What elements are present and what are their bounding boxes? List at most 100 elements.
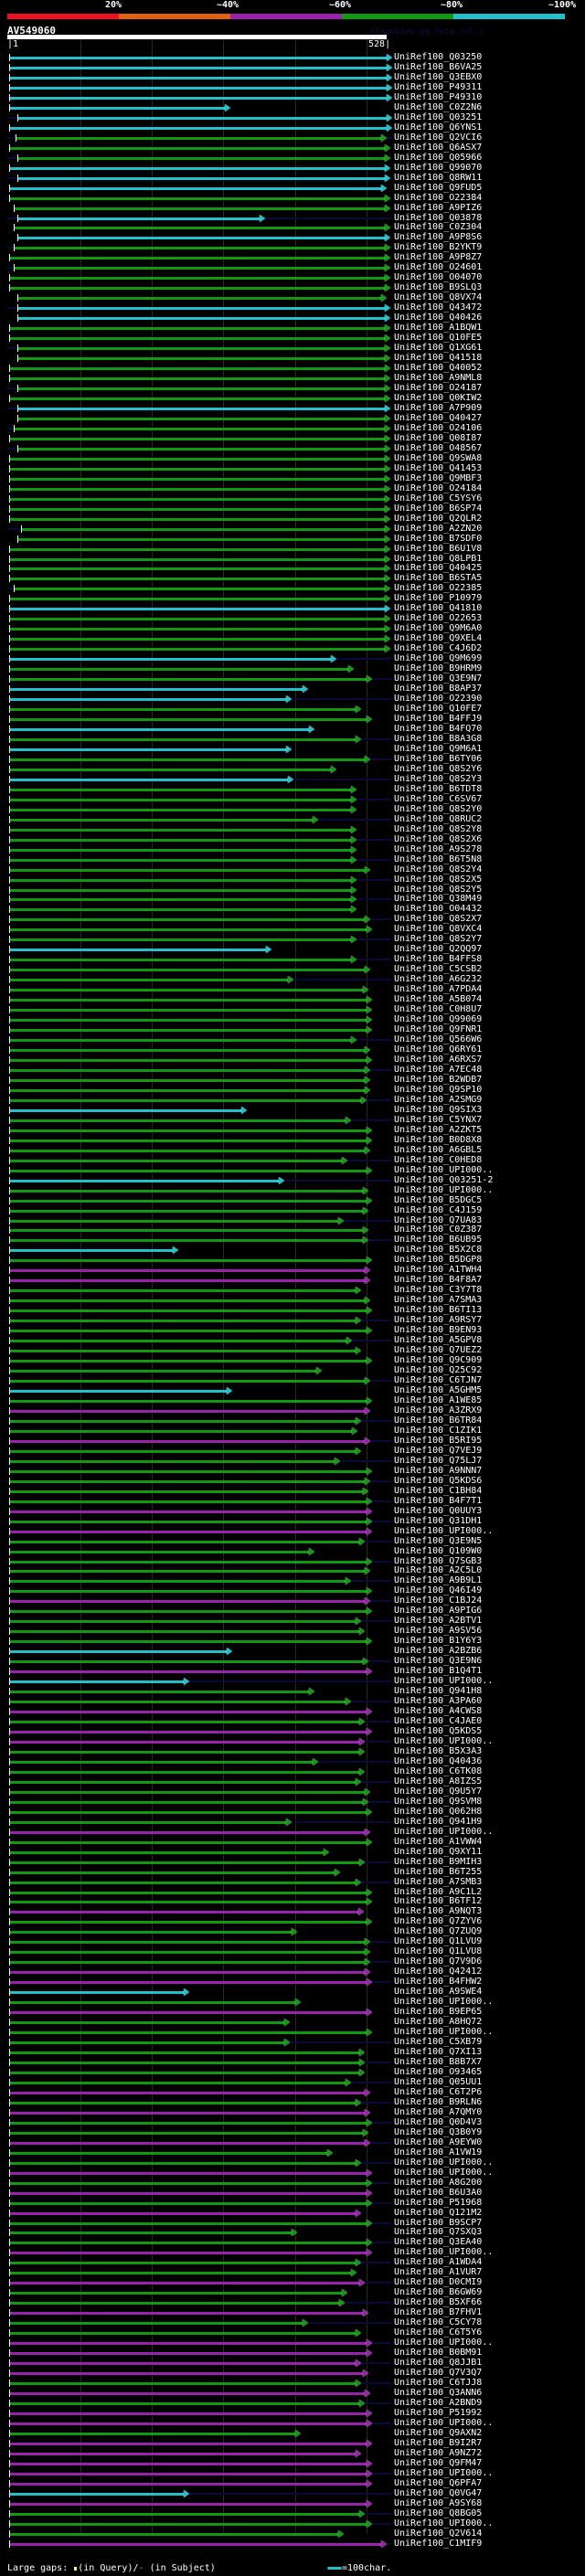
hit-label[interactable]: UniRef100_B6U3A0 <box>394 2188 483 2198</box>
alignment-bar[interactable] <box>10 87 387 90</box>
hit-row[interactable]: UniRef100_A8IZS5 <box>0 1776 585 1787</box>
hit-row[interactable]: UniRef100_B7SDF0 <box>0 534 585 545</box>
alignment-bar[interactable] <box>10 2543 381 2546</box>
alignment-bar[interactable] <box>10 839 351 842</box>
hit-row[interactable]: UniRef100_B9SLQ3 <box>0 282 585 293</box>
alignment-bar[interactable] <box>10 2192 367 2195</box>
hit-label[interactable]: UniRef100_C1ZIK1 <box>394 1426 483 1436</box>
hit-label[interactable]: UniRef100_B6T255 <box>394 1867 483 1877</box>
alignment-bar[interactable] <box>10 1470 367 1473</box>
alignment-bar[interactable] <box>15 227 385 229</box>
alignment-bar[interactable] <box>10 678 367 681</box>
hit-label[interactable]: UniRef100_Q7VEJ9 <box>394 1446 483 1456</box>
hit-row[interactable]: UniRef100_A3ZRX9 <box>0 1405 585 1416</box>
alignment-bar[interactable] <box>10 969 365 971</box>
hit-label[interactable]: UniRef100_B6TF12 <box>394 1896 483 1906</box>
hit-label[interactable]: UniRef100_A2ZKT5 <box>394 1125 483 1135</box>
hit-row[interactable]: UniRef100_B5X2C8 <box>0 1245 585 1256</box>
hit-label[interactable]: UniRef100_C1BH84 <box>394 1486 483 1496</box>
hit-label[interactable]: UniRef100_A9PIZ6 <box>394 203 483 213</box>
hit-label[interactable]: UniRef100_Q9FUD5 <box>394 183 483 193</box>
alignment-bar[interactable] <box>10 849 351 852</box>
hit-row[interactable]: UniRef100_C0Z2N6 <box>0 102 585 113</box>
alignment-bar[interactable] <box>10 1200 367 1203</box>
hit-label[interactable]: UniRef100_B5X2C8 <box>394 1245 483 1255</box>
hit-label[interactable]: UniRef100_Q9M6A0 <box>394 623 483 633</box>
hit-label[interactable]: UniRef100_Q9SWA8 <box>394 453 483 463</box>
hit-row[interactable]: UniRef100_Q8VX74 <box>0 292 585 303</box>
alignment-bar[interactable] <box>10 1380 365 1383</box>
hit-row[interactable]: UniRef100_Q9FUD5 <box>0 183 585 194</box>
hit-row[interactable]: UniRef100_Q03251 <box>0 112 585 123</box>
hit-row[interactable]: UniRef100_Q8RW11 <box>0 173 585 184</box>
hit-label[interactable]: UniRef100_A2ZN20 <box>394 524 483 534</box>
hit-label[interactable]: UniRef100_C0Z387 <box>394 1224 483 1235</box>
alignment-bar[interactable] <box>10 799 351 801</box>
alignment-bar[interactable] <box>10 1009 367 1012</box>
hit-row[interactable]: UniRef100_O22384 <box>0 193 585 204</box>
hit-label[interactable]: UniRef100_A1WE85 <box>394 1395 483 1405</box>
alignment-bar[interactable] <box>18 217 260 220</box>
alignment-bar[interactable] <box>10 1892 367 1894</box>
hit-label[interactable]: UniRef100_B7FHV1 <box>394 2307 483 2317</box>
alignment-bar[interactable] <box>18 387 385 390</box>
hit-label[interactable]: UniRef100_UPI000.. <box>394 1676 494 1686</box>
alignment-bar[interactable] <box>10 1600 365 1603</box>
hit-label[interactable]: UniRef100_Q8S2X5 <box>394 875 483 885</box>
alignment-bar[interactable] <box>10 2282 359 2284</box>
alignment-bar[interactable] <box>10 1309 367 1312</box>
hit-row[interactable]: UniRef100_UPI000.. <box>0 1165 585 1176</box>
hit-row[interactable]: UniRef100_B0D8X8 <box>0 1135 585 1146</box>
hit-row[interactable]: UniRef100_Q7V9D6 <box>0 1956 585 1967</box>
hit-row[interactable]: UniRef100_A2BND9 <box>0 2398 585 2409</box>
hit-row[interactable]: UniRef100_A1TWH4 <box>0 1265 585 1276</box>
hit-label[interactable]: UniRef100_UPI000.. <box>394 2157 494 2168</box>
hit-label[interactable]: UniRef100_C6SV67 <box>394 794 483 804</box>
alignment-bar[interactable] <box>10 398 385 400</box>
hit-label[interactable]: UniRef100_P49311 <box>394 82 483 92</box>
hit-label[interactable]: UniRef100_Q9SIX3 <box>394 1105 483 1115</box>
hit-label[interactable]: UniRef100_A9SY68 <box>394 2498 483 2508</box>
hit-row[interactable]: UniRef100_Q99070 <box>0 163 585 174</box>
hit-label[interactable]: UniRef100_Q41453 <box>394 463 483 473</box>
alignment-bar[interactable] <box>10 1450 356 1453</box>
hit-label[interactable]: UniRef100_Q8S2X7 <box>394 914 483 924</box>
alignment-bar[interactable] <box>10 959 351 961</box>
hit-label[interactable]: UniRef100_Q40052 <box>394 363 483 373</box>
hit-row[interactable]: UniRef100_P49310 <box>0 92 585 103</box>
alignment-bar[interactable] <box>10 618 385 620</box>
alignment-bar[interactable] <box>18 357 385 360</box>
hit-label[interactable]: UniRef100_C0HED8 <box>394 1155 483 1165</box>
alignment-bar[interactable] <box>10 1490 363 1493</box>
alignment-bar[interactable] <box>10 2231 292 2234</box>
hit-row[interactable]: UniRef100_C1ZIK1 <box>0 1426 585 1436</box>
alignment-bar[interactable] <box>10 2242 367 2244</box>
hit-label[interactable]: UniRef100_Q7XI13 <box>394 2047 483 2057</box>
hit-label[interactable]: UniRef100_B9EP65 <box>394 2007 483 2017</box>
alignment-bar[interactable] <box>10 748 286 751</box>
alignment-bar[interactable] <box>10 2473 367 2475</box>
hit-row[interactable]: UniRef100_A2ZKT5 <box>0 1125 585 1136</box>
alignment-bar[interactable] <box>10 2523 367 2526</box>
hit-row[interactable]: UniRef100_UPI000.. <box>0 2518 585 2529</box>
alignment-bar[interactable] <box>10 518 385 521</box>
hit-row[interactable]: UniRef100_A1VW19 <box>0 2147 585 2158</box>
hit-label[interactable]: UniRef100_B8AP37 <box>394 684 483 694</box>
alignment-bar[interactable] <box>10 2082 346 2084</box>
hit-label[interactable]: UniRef100_Q8RW11 <box>394 173 483 183</box>
alignment-bar[interactable] <box>10 2493 184 2496</box>
hit-label[interactable]: UniRef100_Q8RUC2 <box>394 814 483 824</box>
hit-row[interactable]: UniRef100_B5XF66 <box>0 2297 585 2308</box>
alignment-bar[interactable] <box>10 548 385 551</box>
hit-label[interactable]: UniRef100_A9NQT3 <box>394 1906 483 1916</box>
hit-row[interactable]: UniRef100_O22385 <box>0 583 585 594</box>
alignment-bar[interactable] <box>10 1150 365 1152</box>
hit-row[interactable]: UniRef100_Q3E9N6 <box>0 1656 585 1667</box>
hit-row[interactable]: UniRef100_Q0UUY3 <box>0 1506 585 1517</box>
hit-row[interactable]: UniRef100_B4FFJ9 <box>0 714 585 725</box>
hit-row[interactable]: UniRef100_O22653 <box>0 613 585 624</box>
hit-row[interactable]: UniRef100_B6TDT8 <box>0 784 585 795</box>
alignment-bar[interactable] <box>10 2031 367 2034</box>
hit-row[interactable]: UniRef100_UPI000.. <box>0 2337 585 2348</box>
hit-row[interactable]: UniRef100_C4J6D2 <box>0 643 585 654</box>
